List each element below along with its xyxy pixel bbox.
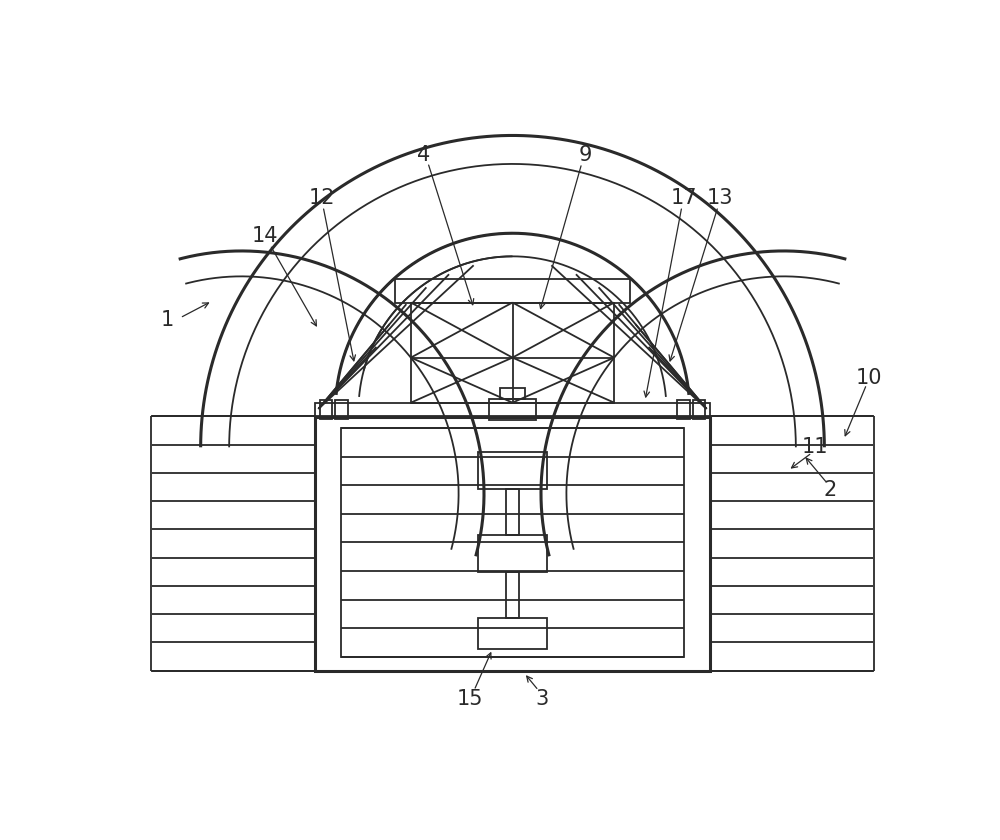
Text: 13: 13 [707, 188, 734, 207]
Bar [320, 401, 332, 419]
Bar [335, 401, 348, 419]
Bar [315, 402, 710, 417]
Text: 11: 11 [802, 438, 828, 457]
Bar [411, 302, 614, 402]
Text: 3: 3 [535, 689, 548, 709]
Text: 9: 9 [579, 144, 592, 165]
Bar [693, 401, 705, 419]
Bar [478, 618, 547, 649]
Text: 15: 15 [457, 689, 483, 709]
Bar [506, 489, 519, 535]
Bar [478, 535, 547, 572]
Text: 10: 10 [856, 368, 882, 388]
Text: 4: 4 [417, 144, 431, 165]
Text: 14: 14 [251, 226, 278, 246]
Bar [341, 428, 684, 657]
Bar [677, 401, 690, 419]
Bar [395, 280, 630, 302]
Text: 12: 12 [308, 188, 335, 207]
Bar [506, 572, 519, 618]
Bar [315, 417, 710, 670]
Bar [489, 399, 536, 420]
Text: 1: 1 [161, 310, 174, 330]
Bar [478, 452, 547, 489]
Text: 17: 17 [670, 188, 697, 207]
Text: 2: 2 [824, 480, 837, 500]
Bar [500, 388, 525, 399]
